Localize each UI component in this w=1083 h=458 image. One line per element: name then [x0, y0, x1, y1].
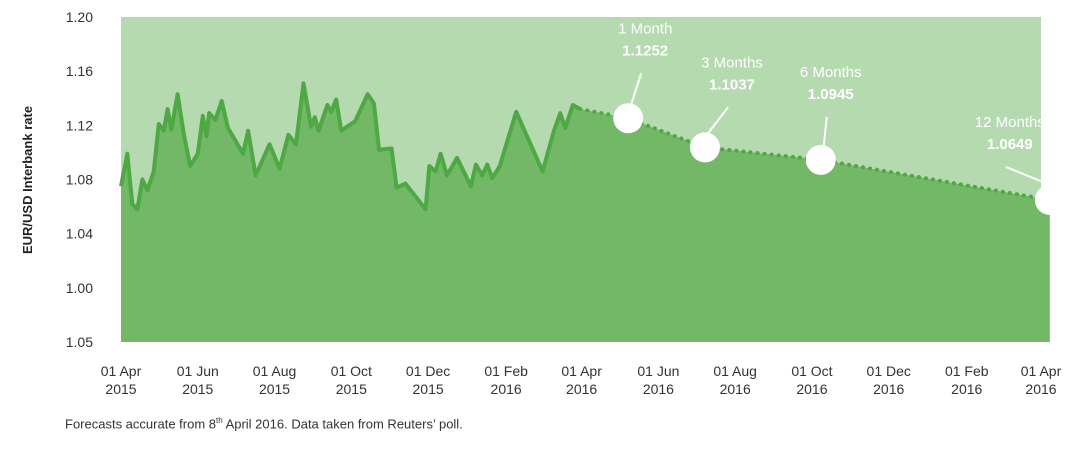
- callout-line: [630, 72, 643, 105]
- x-tick-label: 2016: [873, 381, 904, 397]
- y-tick-label: 1.08: [66, 172, 93, 188]
- x-tick-label: 01 Aug: [713, 363, 757, 379]
- forecast-label: 3 Months: [701, 54, 763, 71]
- x-tick-label: 01 Jun: [637, 363, 679, 379]
- x-tick-label: 01 Oct: [331, 363, 372, 379]
- x-tick-label: 2016: [643, 381, 674, 397]
- forecast-point: [805, 144, 836, 175]
- x-tick-label: 2015: [182, 381, 213, 397]
- x-tick-label: 2016: [1025, 381, 1056, 397]
- x-tick-label: 2015: [336, 381, 367, 397]
- y-tick-label: 1.00: [66, 280, 93, 296]
- forecast-connector: [578, 107, 631, 121]
- callout-line: [822, 116, 828, 146]
- y-tick-label: 1.04: [66, 226, 93, 242]
- x-tick-label: 2015: [105, 381, 136, 397]
- y-tick-label: 1.12: [66, 117, 93, 133]
- x-tick-label: 01 Apr: [1021, 363, 1062, 379]
- forecast-label: 1 Month: [618, 20, 672, 37]
- forecast-label: 12 Months: [975, 114, 1045, 131]
- x-tick-label: 01 Dec: [406, 363, 450, 379]
- forecast-value: 1.1252: [622, 42, 668, 59]
- forecast-value: 1.1037: [709, 76, 755, 93]
- x-tick-label: 2016: [720, 381, 751, 397]
- x-tick-label: 01 Dec: [867, 363, 911, 379]
- x-tick-label: 01 Apr: [101, 363, 142, 379]
- y-axis-label: EUR/USD Interbank rate: [20, 106, 35, 254]
- x-tick-label: 01 Oct: [791, 363, 832, 379]
- callout-line: [707, 106, 729, 135]
- callout-line: [1005, 166, 1054, 187]
- x-tick-label: 2016: [566, 381, 597, 397]
- x-tick-label: 01 Apr: [561, 363, 602, 379]
- x-tick-label: 01 Feb: [945, 363, 989, 379]
- footnote: Forecasts accurate from 8th April 2016. …: [65, 416, 463, 431]
- chart: EUR/USD Interbank rate 1.20 1.16 1.12 1.08 1…: [20, 9, 1065, 397]
- forecast-point: [1034, 184, 1065, 215]
- forecast-line: [626, 116, 1052, 202]
- x-tick-label: 01 Feb: [484, 363, 528, 379]
- x-tick-label: 2015: [259, 381, 290, 397]
- forecast-value: 1.0945: [808, 86, 854, 103]
- area: [121, 83, 1050, 343]
- history-line: [119, 81, 582, 212]
- x-tick-label: 2016: [796, 381, 827, 397]
- x-tick-label: 01 Aug: [253, 363, 297, 379]
- y-tick-label: 1.05: [66, 334, 93, 350]
- footnote-sup: th: [216, 416, 223, 425]
- y-tick-label: 1.16: [66, 63, 93, 79]
- forecast-label: 6 Months: [800, 64, 862, 81]
- forecast-point: [689, 132, 720, 163]
- x-tick-label: 2016: [951, 381, 982, 397]
- footnote-text: Forecasts accurate from 8: [65, 416, 216, 432]
- footnote-text: April 2016. Data taken from Reuters’ pol…: [222, 416, 463, 432]
- x-tick-label: 2015: [413, 381, 444, 397]
- x-tick-label: 2016: [491, 381, 522, 397]
- y-tick-label: 1.20: [66, 9, 93, 25]
- forecast-point: [613, 103, 644, 134]
- forecast-value: 1.0649: [987, 136, 1033, 153]
- x-tick-label: 01 Jun: [177, 363, 219, 379]
